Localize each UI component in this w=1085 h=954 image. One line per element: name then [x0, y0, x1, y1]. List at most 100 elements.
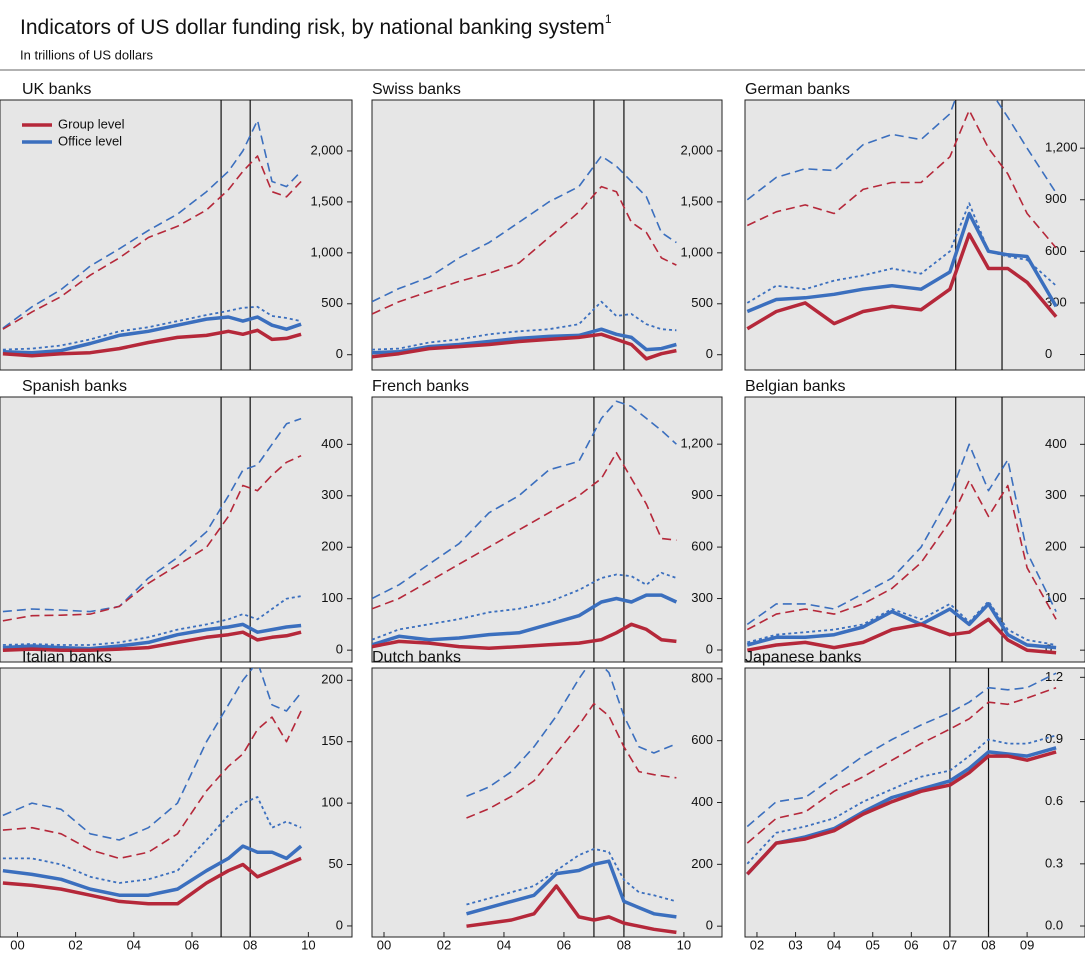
plot-area	[0, 99, 353, 371]
legend-label: Group level	[58, 116, 125, 131]
x-tick-label: 04	[827, 937, 841, 952]
series-line	[372, 622, 677, 651]
y-tick-label: 0.3	[1045, 855, 1063, 870]
panel-title: Swiss banks	[372, 81, 461, 98]
series-group	[466, 668, 677, 935]
series-line	[466, 884, 677, 935]
y-tick-label: 0	[336, 642, 343, 657]
x-tick-label: 07	[943, 937, 957, 952]
series-line	[372, 571, 677, 641]
series-group	[2, 119, 302, 358]
y-tick-label: 100	[1045, 590, 1067, 605]
x-tick-label: 00	[377, 937, 391, 952]
series-line	[746, 686, 1057, 844]
y-tick-label: 0	[706, 918, 713, 933]
y-tick-label: 300	[321, 487, 343, 502]
x-tick-label: 04	[497, 937, 511, 952]
series-line	[2, 622, 302, 651]
y-tick-label: 800	[691, 670, 713, 685]
series-line	[372, 332, 677, 361]
series-line	[2, 119, 302, 329]
y-tick-label: 400	[691, 794, 713, 809]
y-tick-label: 600	[1045, 243, 1067, 258]
title-text: Indicators of US dollar funding risk, by…	[20, 16, 605, 39]
x-tick-label: 09	[1020, 937, 1034, 952]
x-tick-label: 02	[437, 937, 451, 952]
series-group	[746, 672, 1057, 876]
y-tick-label: 600	[691, 539, 713, 554]
y-tick-label: 0.6	[1045, 793, 1063, 808]
panel-title: Dutch banks	[372, 649, 461, 666]
y-tick-label: 900	[691, 487, 713, 502]
y-tick-label: 0.9	[1045, 731, 1063, 746]
series-line	[2, 856, 302, 906]
y-tick-label: 200	[321, 539, 343, 554]
x-tick-label: 04	[127, 937, 141, 952]
y-tick-label: 500	[691, 295, 713, 310]
series-line	[2, 305, 302, 351]
y-tick-label: 2,000	[680, 142, 713, 157]
x-tick-label: 03	[788, 937, 802, 952]
series-line	[372, 327, 677, 355]
series-line	[2, 796, 302, 884]
series-line	[372, 185, 677, 315]
plot-area	[0, 396, 353, 663]
series-group	[746, 443, 1057, 655]
series-line	[747, 600, 1057, 646]
series-line	[2, 844, 303, 897]
series-line	[372, 593, 678, 647]
series-line	[372, 300, 677, 351]
series-group	[2, 668, 303, 906]
series-line	[2, 630, 302, 652]
y-tick-label: 0	[706, 641, 713, 656]
series-line	[746, 750, 1057, 876]
series-line	[746, 734, 1057, 865]
y-tick-label: 200	[1045, 539, 1067, 554]
y-tick-label: 400	[321, 436, 343, 451]
series-line	[2, 315, 302, 355]
y-tick-label: 1,200	[680, 436, 713, 451]
series-line	[372, 400, 677, 600]
x-tick-label: 08	[981, 937, 995, 952]
y-tick-label: 100	[321, 795, 343, 810]
y-tick-label: 0	[336, 346, 343, 361]
legend-label: Office level	[58, 133, 122, 148]
panel-title: Spanish banks	[22, 378, 127, 395]
y-tick-label: 0	[336, 917, 343, 932]
series-line	[466, 848, 677, 906]
y-tick-label: 300	[691, 590, 713, 605]
series-line	[746, 443, 1057, 626]
y-tick-label: 0	[706, 346, 713, 361]
y-tick-label: 1,500	[310, 193, 343, 208]
series-line	[466, 859, 677, 919]
series-line	[746, 211, 1058, 314]
y-tick-label: 0	[1045, 642, 1052, 657]
series-group	[372, 155, 677, 361]
series-line	[746, 202, 1057, 304]
page-subtitle: In trillions of US dollars	[20, 47, 153, 62]
page-title: Indicators of US dollar funding risk, by…	[20, 12, 612, 38]
x-tick-label: 05	[866, 937, 880, 952]
x-tick-label: 02	[750, 937, 764, 952]
x-tick-label: 10	[677, 937, 691, 952]
series-line	[2, 668, 302, 841]
series-line	[2, 454, 302, 622]
plot-area	[0, 667, 353, 938]
series-line	[466, 668, 677, 798]
series-group	[2, 417, 302, 652]
series-line	[746, 100, 1057, 201]
x-tick-label: 00	[10, 937, 24, 952]
x-tick-label: 06	[185, 937, 199, 952]
x-tick-label: 02	[68, 937, 82, 952]
series-line	[2, 328, 302, 358]
plot-area	[371, 667, 723, 938]
plot-area	[371, 396, 723, 663]
series-line	[2, 155, 302, 330]
series-line	[746, 746, 1057, 876]
series-line	[746, 232, 1058, 331]
y-tick-label: 1,000	[310, 244, 343, 259]
y-tick-label: 600	[691, 732, 713, 747]
y-tick-label: 1,500	[680, 193, 713, 208]
series-line	[2, 417, 302, 613]
